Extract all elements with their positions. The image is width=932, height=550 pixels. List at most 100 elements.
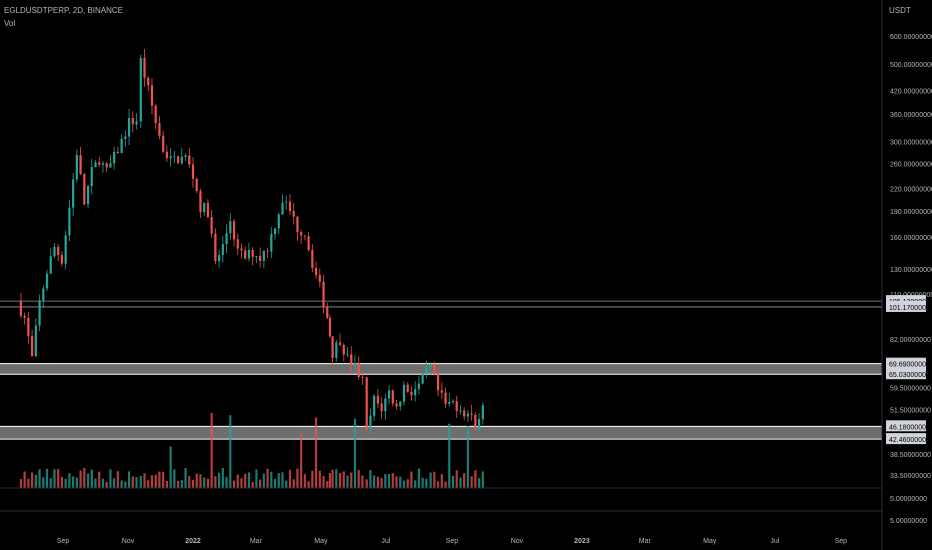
candle-body xyxy=(225,233,228,245)
time-tick-label: Nov xyxy=(122,538,135,545)
candle-body xyxy=(328,317,332,337)
candle-body xyxy=(188,155,191,165)
time-axis[interactable]: Sep Nov 2022 Mar May Jul Sep Nov 2023 Mar May Jul Se… xyxy=(57,538,847,545)
price-label-box xyxy=(886,368,926,380)
volume-bar xyxy=(421,477,424,488)
candle-body xyxy=(440,390,443,393)
volume-bar xyxy=(247,472,251,488)
volume-bar xyxy=(326,481,329,488)
volume-bar xyxy=(410,471,413,488)
volume-bar xyxy=(384,474,387,488)
volume-bar xyxy=(425,478,428,488)
volume-bar xyxy=(225,476,228,488)
volume-bar xyxy=(113,478,116,488)
volume-bar xyxy=(86,473,90,488)
price-tick-label: 360.00000000 xyxy=(890,112,932,119)
price-label-box xyxy=(886,357,926,369)
volume-bar xyxy=(23,471,26,488)
price-label-text: 42.46000000 xyxy=(889,437,930,444)
candle-body xyxy=(433,364,436,375)
candle-body xyxy=(147,77,150,86)
candle-body xyxy=(251,249,254,257)
time-tick-label: Jul xyxy=(770,538,779,545)
candle-body xyxy=(199,191,202,213)
price-tick-label: 82.00000000 xyxy=(890,337,931,344)
candle-body xyxy=(229,221,232,234)
volume-bar xyxy=(406,479,409,488)
candle-body xyxy=(255,256,258,257)
candle-body xyxy=(326,307,329,318)
volume-bar xyxy=(83,468,86,488)
horizontal-lines-layer xyxy=(0,300,882,308)
volume-bar xyxy=(210,412,213,488)
volume-bar xyxy=(451,475,455,488)
volume-bar xyxy=(173,469,176,488)
volume-bar xyxy=(402,480,406,488)
candle-body xyxy=(436,374,440,391)
time-tick-label: 2023 xyxy=(574,538,590,545)
candle-body xyxy=(240,248,243,251)
volume-bar xyxy=(346,475,349,488)
volume-bar xyxy=(440,474,443,488)
time-tick-label: Sep xyxy=(57,538,70,545)
candle-body xyxy=(165,151,168,159)
candle-body xyxy=(116,151,119,154)
candle-body xyxy=(384,398,387,412)
volume-bar xyxy=(53,469,56,488)
price-tick-label: 38.50000000 xyxy=(890,452,931,459)
volume-bar xyxy=(38,469,41,488)
volume-bar xyxy=(466,425,470,488)
candle-body xyxy=(262,250,265,262)
symbol-title: EGLDUSDTPERP, 2D, BINANCE xyxy=(4,6,123,15)
price-tick-label: 220.00000000 xyxy=(890,187,932,194)
volume-bar xyxy=(307,481,310,488)
candle-body xyxy=(417,383,421,390)
candle-body xyxy=(232,221,236,240)
price-label-text: 101.17000000 xyxy=(889,305,932,312)
time-tick-label: 2022 xyxy=(185,538,201,545)
candle-body xyxy=(154,105,157,124)
price-axis[interactable]: 600.00000000 500.00000000 420.00000000 360.… xyxy=(890,34,932,525)
candle-body xyxy=(273,228,277,235)
candle-body xyxy=(455,401,458,411)
candle-body xyxy=(19,301,23,316)
candle-body xyxy=(342,344,345,355)
volume-layer xyxy=(19,412,484,488)
price-label-text: 65.03000000 xyxy=(889,372,930,379)
candle-body xyxy=(338,342,342,345)
candle-body xyxy=(451,401,455,403)
volume-bar xyxy=(285,480,288,488)
volume-bar xyxy=(57,469,60,488)
candle-body xyxy=(335,342,338,358)
price-tick-label: 190.00000000 xyxy=(890,209,932,216)
candle-body xyxy=(357,362,360,378)
candle-body xyxy=(75,155,78,180)
candle-body xyxy=(53,246,56,257)
candle-body xyxy=(203,203,206,213)
volume-bar xyxy=(259,479,262,488)
candle-body xyxy=(478,419,481,430)
candle-body xyxy=(191,164,195,179)
volume-bar xyxy=(232,480,236,488)
volume-bar xyxy=(101,478,105,488)
volume-bar xyxy=(90,469,93,488)
price-tick-label: 500.00000000 xyxy=(890,62,932,69)
volume-bar xyxy=(72,476,75,488)
volume-bar xyxy=(463,473,466,488)
candle-body xyxy=(64,235,67,264)
time-tick-label: May xyxy=(314,538,328,545)
candle-body xyxy=(270,234,273,252)
volume-bar xyxy=(221,468,224,488)
price-tick-label: 160.00000000 xyxy=(890,235,932,242)
volume-bar xyxy=(338,473,342,488)
volume-bar xyxy=(391,473,394,488)
candle-body xyxy=(176,156,180,164)
candle-body xyxy=(184,155,187,157)
candle-body xyxy=(414,389,417,396)
candle-body xyxy=(86,186,90,205)
volume-bar xyxy=(296,468,299,488)
volume-bar xyxy=(399,476,402,488)
volume-bar xyxy=(120,480,123,488)
candle-body xyxy=(399,401,402,407)
